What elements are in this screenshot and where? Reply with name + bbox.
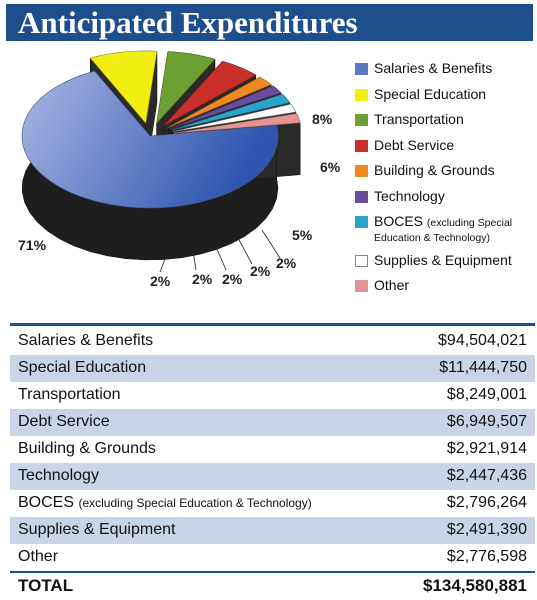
table-row: Salaries & Benefits $94,504,021 bbox=[10, 328, 535, 355]
leader-line bbox=[237, 237, 253, 265]
row-label: Transportation bbox=[18, 386, 121, 403]
legend-swatch bbox=[355, 191, 368, 203]
row-value: $2,796,264 bbox=[446, 494, 527, 511]
pie-pct-label: 2% bbox=[150, 273, 171, 289]
row-value: $2,776,598 bbox=[446, 548, 527, 565]
row-label: Debt Service bbox=[18, 413, 110, 430]
pie-slice bbox=[156, 51, 216, 125]
legend-label-main: BOCES bbox=[374, 213, 424, 229]
legend-label: Special Education bbox=[374, 86, 487, 102]
legend-label: Supplies & Equipment bbox=[374, 252, 512, 268]
row-label: Other bbox=[18, 548, 59, 565]
legend-swatch bbox=[355, 255, 368, 267]
legend-swatch bbox=[355, 63, 368, 75]
pie-pct-label: 5% bbox=[292, 227, 313, 243]
table-top-rule bbox=[10, 323, 535, 326]
legend-swatch bbox=[355, 140, 368, 152]
page-title: Anticipated Expenditures bbox=[18, 5, 358, 40]
pie-slice bbox=[173, 113, 301, 134]
legend-item-salaries: Salaries & Benefits bbox=[355, 60, 492, 77]
legend-label: Debt Service bbox=[374, 137, 455, 153]
table-row: BOCES (excluding Special Education & Tec… bbox=[10, 490, 535, 517]
row-label-main: BOCES bbox=[18, 494, 75, 511]
legend-swatch bbox=[355, 114, 368, 126]
pie-pct-label: 2% bbox=[250, 263, 271, 279]
row-value: $6,949,507 bbox=[446, 413, 527, 430]
legend-label: Salaries & Benefits bbox=[374, 60, 493, 76]
legend-item-boces: BOCES (excluding Special Education & Tec… bbox=[355, 213, 512, 244]
legend-label: Building & Grounds bbox=[374, 162, 495, 178]
expenditures-table: Salaries & Benefits $94,504,021 Special … bbox=[10, 328, 535, 571]
legend-item-transportation: Transportation bbox=[355, 111, 464, 128]
row-value: $2,491,390 bbox=[446, 521, 527, 538]
row-label: BOCES (excluding Special Education & Tec… bbox=[18, 494, 312, 512]
leader-line bbox=[213, 241, 227, 271]
leader-line bbox=[261, 229, 281, 259]
legend-label: Technology bbox=[374, 188, 445, 204]
legend-label: Other bbox=[374, 277, 410, 293]
pie-pct-label: 2% bbox=[192, 271, 213, 287]
table-row: Debt Service $6,949,507 bbox=[10, 409, 535, 436]
table-row: Special Education $11,444,750 bbox=[10, 355, 535, 382]
leader-line bbox=[191, 243, 197, 271]
pie-chart: 71% 8% 6% 5% 2% 2% 2% 2% 2% bbox=[18, 50, 341, 289]
table-row: Technology $2,447,436 bbox=[10, 463, 535, 490]
pie-pct-label: 8% bbox=[312, 111, 333, 127]
title-bar: Anticipated Expenditures bbox=[6, 4, 533, 41]
row-value: $8,249,001 bbox=[446, 386, 527, 403]
leader-line bbox=[159, 245, 171, 273]
row-value: $2,921,914 bbox=[446, 440, 527, 457]
total-value: $134,580,881 bbox=[423, 576, 527, 595]
legend-item-special-education: Special Education bbox=[355, 86, 486, 103]
total-row: TOTAL $134,580,881 bbox=[10, 573, 535, 600]
pie-slice bbox=[169, 85, 282, 130]
legend-label: BOCES (excluding Special Education & Tec… bbox=[374, 213, 512, 244]
legend-item-supplies-equipment: Supplies & Equipment bbox=[355, 252, 512, 269]
pie-pct-label: 2% bbox=[222, 271, 243, 287]
row-value: $2,447,436 bbox=[446, 467, 527, 484]
total-rule bbox=[10, 571, 535, 573]
total-label: TOTAL bbox=[18, 576, 74, 595]
pie-slice bbox=[172, 103, 297, 132]
legend-swatch bbox=[355, 280, 368, 292]
row-label-note: (excluding Special Education & Technolog… bbox=[78, 496, 312, 510]
row-label: Special Education bbox=[18, 359, 147, 376]
pie-slice bbox=[89, 50, 158, 124]
row-label: Supplies & Equipment bbox=[18, 521, 176, 538]
pie-slice bbox=[168, 76, 272, 128]
legend-label-note: (excluding Special bbox=[426, 217, 513, 229]
pie-pct-label: 2% bbox=[276, 255, 297, 271]
pie-pct-label: 6% bbox=[320, 159, 341, 175]
row-label: Building & Grounds bbox=[18, 440, 156, 457]
legend-swatch bbox=[355, 165, 368, 177]
table-row: Supplies & Equipment $2,491,390 bbox=[10, 517, 535, 544]
pie-slice bbox=[171, 93, 291, 131]
row-value: $94,504,021 bbox=[438, 332, 527, 349]
pie-slice bbox=[21, 70, 279, 209]
legend-item-technology: Technology bbox=[355, 188, 445, 205]
legend-item-building-grounds: Building & Grounds bbox=[355, 162, 495, 179]
row-label: Salaries & Benefits bbox=[18, 332, 154, 349]
table-row: Transportation $8,249,001 bbox=[10, 382, 535, 409]
row-value: $11,444,750 bbox=[439, 359, 527, 376]
pie-slice bbox=[164, 60, 257, 126]
table-row: Building & Grounds $2,921,914 bbox=[10, 436, 535, 463]
table-row: Other $2,776,598 bbox=[10, 544, 535, 571]
legend-swatch bbox=[355, 216, 368, 228]
legend-swatch bbox=[355, 89, 368, 101]
row-label: Technology bbox=[18, 467, 99, 484]
pie-pct-label: 71% bbox=[18, 237, 47, 253]
legend-item-debt-service: Debt Service bbox=[355, 137, 454, 154]
legend-label-note2: Education & Technology) bbox=[374, 232, 490, 244]
legend-label: Transportation bbox=[374, 111, 464, 127]
legend-item-other: Other bbox=[355, 277, 409, 294]
